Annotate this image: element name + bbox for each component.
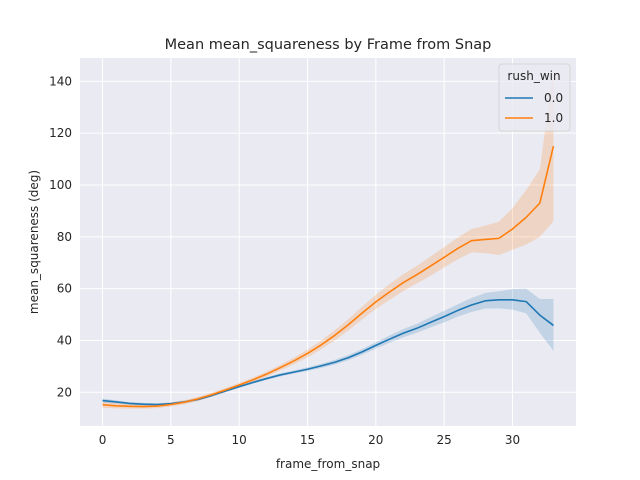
y-tick-0: 20 — [57, 385, 72, 399]
legend-box — [498, 63, 571, 132]
x-gridlines — [102, 58, 513, 426]
legend-title: rush_win — [507, 69, 560, 83]
y-axis-label: mean_squareness (deg) — [27, 170, 41, 314]
x-axis-label: frame_from_snap — [276, 457, 380, 471]
series-lines — [102, 145, 555, 408]
x-tick-6: 30 — [505, 433, 520, 447]
x-tick-2: 10 — [232, 433, 247, 447]
x-tick-labels: 0 5 10 15 20 25 30 — [99, 433, 520, 447]
y-tick-5: 120 — [49, 126, 72, 140]
x-tick-3: 15 — [300, 433, 315, 447]
legend-entry-1-0: 1.0 — [544, 111, 563, 125]
chart-title: Mean mean_squareness by Frame from Snap — [165, 37, 492, 53]
legend-entry-0-0: 0.0 — [544, 91, 563, 105]
y-tick-2: 60 — [57, 282, 72, 296]
y-gridlines — [80, 80, 576, 393]
y-tick-4: 100 — [49, 178, 72, 192]
x-tick-4: 20 — [368, 433, 383, 447]
x-tick-0: 0 — [99, 433, 107, 447]
y-tick-labels: 20 40 60 80 100 120 140 — [49, 74, 72, 399]
y-tick-6: 140 — [49, 74, 72, 88]
x-tick-5: 25 — [437, 433, 452, 447]
y-tick-3: 80 — [57, 230, 72, 244]
y-tick-1: 40 — [57, 333, 72, 347]
x-tick-1: 5 — [167, 433, 175, 447]
legend: rush_win 0.0 1.0 — [498, 63, 571, 132]
series-1-line — [102, 145, 555, 408]
